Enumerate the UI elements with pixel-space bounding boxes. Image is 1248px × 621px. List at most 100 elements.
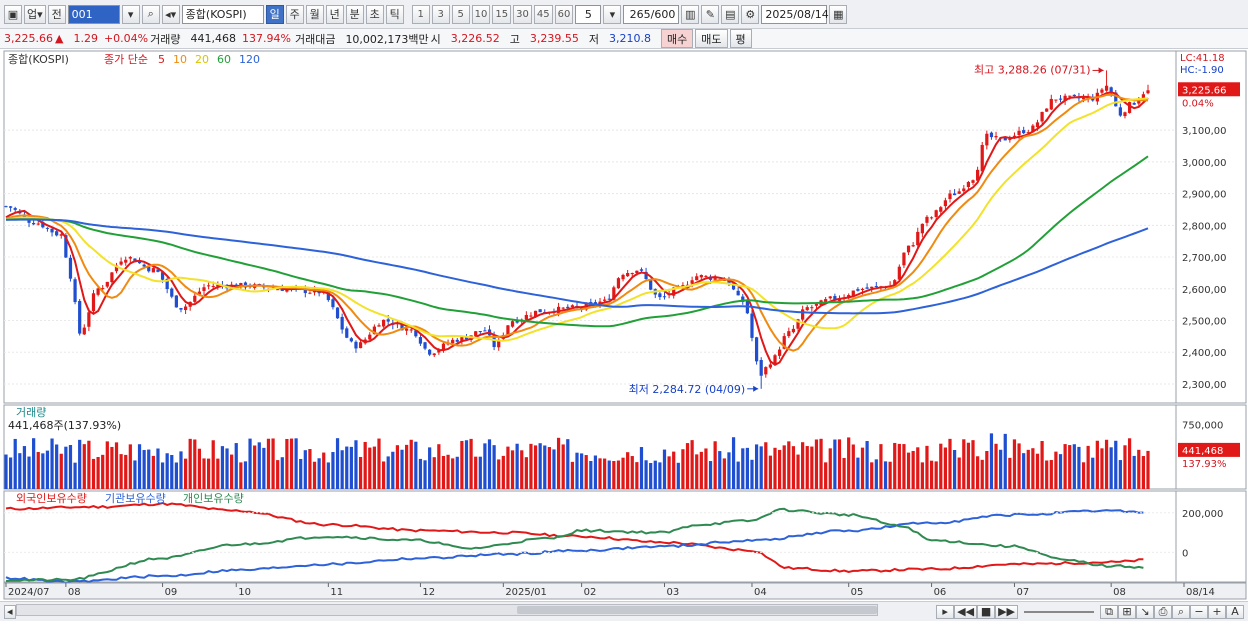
volume-bar [897,443,901,489]
holdings-y-tick: 0 [1182,548,1188,559]
period-second[interactable]: 초 [365,4,384,24]
buy-button[interactable]: 매수 [661,29,694,48]
stop-icon[interactable]: ■ [977,604,996,619]
code-input[interactable]: 001 [67,4,120,24]
volume-bar [994,443,998,489]
candle-body [1068,95,1072,97]
volume-bar [105,441,109,489]
volume-bar [202,458,206,489]
volume-bar [460,440,464,489]
volume-bar [1049,460,1053,489]
volume-bar [722,458,726,489]
candle-body [1026,132,1030,134]
zoom-slider[interactable] [1024,610,1094,613]
period-month[interactable]: 월 [305,4,324,24]
font-icon[interactable]: A [1226,604,1244,619]
candle-body [497,339,501,348]
volume-bar [349,446,353,489]
count-dropdown-icon[interactable]: ▾ [603,4,622,24]
candle-body [570,305,575,308]
count-input[interactable]: 5 [575,4,602,24]
zoom-out-icon[interactable]: − [1190,604,1208,619]
candle-body [340,316,344,330]
volume-bar [340,450,344,489]
layers-icon[interactable]: ⊞ [1118,604,1136,619]
candle-body [1017,130,1021,136]
draw-icon[interactable]: ✎ [701,4,720,24]
period-day[interactable]: 일 [265,4,284,24]
rewind-icon[interactable]: ◀◀ [954,604,978,619]
volume-bar [607,460,611,489]
gear-icon[interactable]: ⚙ [741,4,760,24]
candle-body [510,321,515,327]
forward-icon[interactable]: ▶▶ [995,604,1018,619]
interval-10[interactable]: 10 [471,4,491,24]
candle-body [451,339,455,344]
interval-3[interactable]: 3 [431,4,450,24]
volume-bar [59,453,63,489]
ma-line-10 [5,93,1149,352]
candle-body [612,287,616,300]
eval-button[interactable]: 평 [729,29,752,48]
candle-body [381,319,386,327]
scroll-left-icon[interactable]: ◂ [4,604,16,619]
interval-30[interactable]: 30 [513,4,532,24]
scroll-right-icon[interactable]: ▸ [936,604,955,619]
ma-line-20 [5,97,1149,342]
volume-bar [593,455,598,489]
volume-bar [976,456,980,489]
speaker-icon[interactable]: ◂▾ [161,4,180,24]
low-arrow-head [753,385,759,392]
candle-body [989,132,994,138]
date-field[interactable]: 2025/08/14 [761,4,829,24]
zoom-in-icon[interactable]: + [1208,604,1226,619]
candle-body [170,288,174,297]
interval-5[interactable]: 5 [451,4,470,24]
period-year[interactable]: 년 [325,4,344,24]
print-icon[interactable]: ⎙ [1154,604,1172,619]
sell-button[interactable]: 매도 [695,29,728,48]
interval-60[interactable]: 60 [554,4,574,24]
layout-icon[interactable]: ▣ [4,4,22,24]
current-price: 3,225.66 [4,32,53,45]
save-icon[interactable]: ▤ [721,4,740,24]
candle-icon[interactable]: ▥ [681,4,700,24]
line-tool-icon[interactable]: ↘ [1136,604,1154,619]
range-count: 265 [629,7,651,21]
candle-body [96,288,100,295]
volume-bar [289,438,294,489]
dropdown-icon[interactable]: ▾ [121,4,140,24]
interval-45[interactable]: 45 [533,4,553,24]
scrollbar[interactable] [16,604,878,616]
interval-1[interactable]: 1 [411,4,430,24]
copy-icon[interactable]: ⧉ [1100,604,1118,619]
chart-area[interactable]: 3,100,00 3,000,00 2,900,00 2,800,00 2,700,00… [0,49,1248,601]
prev-button[interactable]: 전 [47,4,66,24]
candle-body [1063,95,1067,101]
volume-bar [1086,445,1090,489]
range-field[interactable]: 265/600 [623,4,680,24]
x-tick-label: 05 [851,587,864,598]
market-select[interactable]: 업 ▾ [24,4,46,24]
index-name-field[interactable]: 종합(KOSPI) [181,4,264,24]
candle-body [897,266,901,280]
interval-15[interactable]: 15 [492,4,512,24]
x-tick-label: 08 [1113,587,1126,598]
period-week[interactable]: 주 [285,4,304,24]
period-minute[interactable]: 분 [345,4,364,24]
candle-body [787,331,791,337]
volume-bar [4,454,8,489]
volume-bar [695,454,699,489]
find-icon[interactable]: ⌕ [1172,604,1190,619]
volume-bar [621,457,625,489]
scrollbar-thumb[interactable] [517,606,877,614]
candle-body [441,343,446,350]
candle-body [874,286,878,288]
period-tick[interactable]: 틱 [385,4,404,24]
volume-bar [1081,462,1086,489]
volume-bar [727,452,731,489]
candle-body [607,298,611,300]
last-price-tag: 3,225.66 [1182,85,1227,96]
calendar-icon[interactable]: ▦ [829,4,848,24]
search-icon[interactable]: ⌕ [141,4,160,24]
